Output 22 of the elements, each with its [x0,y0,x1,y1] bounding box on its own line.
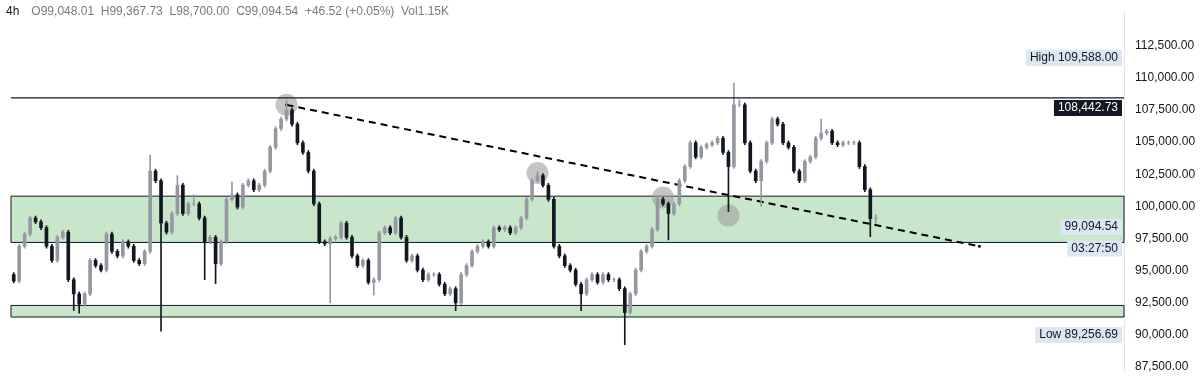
y-tick-label: 100,000.00 [1135,198,1196,213]
y-tick-label: 97,500.00 [1135,230,1189,245]
annotation: 99,094.54 [1064,219,1119,234]
y-tick-label: 107,500.00 [1135,102,1196,117]
ref-line-label: 108,442.73 [1057,100,1119,115]
chart-title: 4h [6,4,20,18]
annotation: Low 89,256.69 [1039,327,1119,342]
candlestick [432,272,436,277]
annotation: 03:27:50 [1071,240,1119,255]
y-tick-label: 87,500.00 [1135,359,1189,374]
y-tick-label: 102,500.00 [1135,166,1196,181]
annotation: High 109,588.00 [1029,50,1119,65]
y-tick-label: 95,000.00 [1135,263,1189,278]
y-tick-label: 110,000.00 [1135,70,1195,85]
point [717,204,740,227]
y-tick-label: 105,000.00 [1135,134,1196,149]
y-tick-label: 92,500.00 [1135,295,1189,310]
candlestick [852,140,856,146]
candlestick [612,277,616,282]
chart-subtitle: O99,048.01 H99,367.73 L98,700.00 C99,094.54 +46.52 (+0.05%) Vol1.15K [31,4,450,18]
y-tick-label: 90,000.00 [1135,327,1189,342]
y-tick-label: 112,500.00 [1135,38,1195,53]
